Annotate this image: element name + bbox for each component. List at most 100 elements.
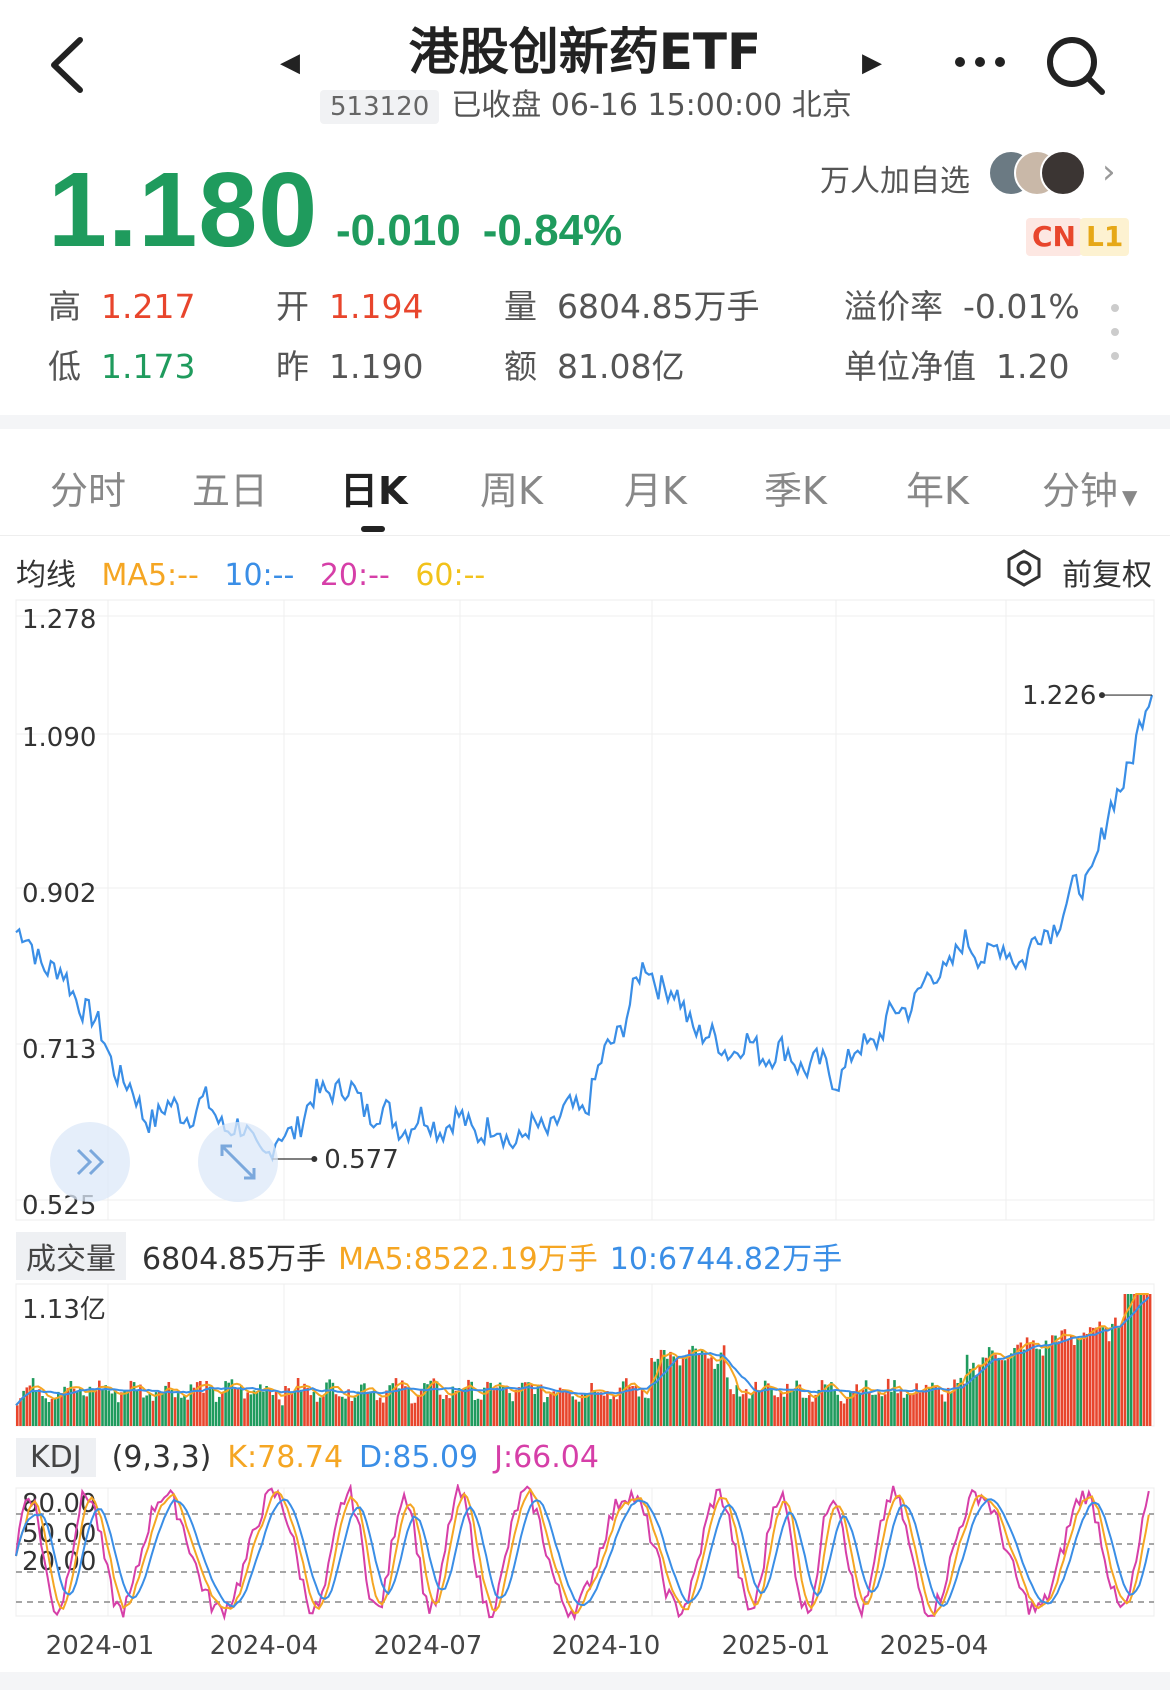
volume-bar bbox=[259, 1384, 262, 1426]
volume-bar bbox=[360, 1384, 363, 1426]
volume-bar bbox=[984, 1357, 988, 1426]
ma-label: 均线 bbox=[16, 558, 76, 593]
period-tabs: 分时 五日 日K 周K 月K 季K 年K 分钟 ▼ bbox=[0, 440, 1170, 536]
volume-bar bbox=[505, 1385, 508, 1426]
volume-bar bbox=[372, 1390, 376, 1426]
back-arrow-icon[interactable] bbox=[40, 30, 100, 100]
x-tick-label: 2024-01 bbox=[46, 1631, 155, 1661]
volume-bar bbox=[107, 1390, 111, 1426]
x-tick-label: 2024-07 bbox=[374, 1631, 483, 1661]
ma10-value: 10:-- bbox=[224, 558, 295, 593]
volume-bar bbox=[924, 1384, 928, 1426]
watcher-avatars[interactable] bbox=[988, 150, 1088, 198]
volume-bar bbox=[751, 1393, 754, 1426]
watchlist-count[interactable]: 万人加自选 bbox=[820, 164, 970, 199]
more-icon[interactable] bbox=[950, 42, 1010, 82]
volume-bar bbox=[678, 1365, 682, 1426]
volume-bar bbox=[950, 1392, 953, 1426]
volume-bar bbox=[63, 1386, 66, 1426]
volume-bar bbox=[57, 1391, 60, 1426]
double-chevron-icon bbox=[76, 1148, 105, 1176]
volume-bar bbox=[792, 1390, 795, 1426]
volume-bar bbox=[969, 1368, 972, 1426]
chevron-right-icon[interactable]: › bbox=[1102, 152, 1116, 192]
volume-bar bbox=[978, 1365, 981, 1426]
volume-bar bbox=[419, 1389, 423, 1426]
volume-bar bbox=[685, 1354, 688, 1426]
volume-bar bbox=[495, 1387, 499, 1426]
volume-bar bbox=[473, 1400, 477, 1426]
volume-bar bbox=[1126, 1294, 1130, 1426]
badge-cn[interactable]: CN bbox=[1026, 218, 1082, 256]
search-icon[interactable] bbox=[1040, 30, 1110, 100]
volume-bar bbox=[918, 1392, 922, 1426]
volume-bar bbox=[1066, 1339, 1070, 1426]
volume-bar bbox=[786, 1383, 789, 1426]
volume-bar bbox=[173, 1397, 177, 1426]
volume-bar bbox=[44, 1398, 47, 1426]
volume-bar bbox=[921, 1390, 925, 1426]
volume-label[interactable]: 成交量 bbox=[16, 1232, 126, 1280]
kdj-j-line bbox=[15, 1484, 1150, 1622]
tab-weekly-k[interactable]: 周K bbox=[480, 469, 543, 513]
prev-stock-icon[interactable]: ◀ bbox=[280, 48, 300, 78]
volume-bar bbox=[757, 1391, 761, 1426]
volume-bar bbox=[896, 1393, 899, 1426]
fullscreen-button[interactable] bbox=[198, 1122, 278, 1202]
volume-bar bbox=[934, 1386, 937, 1426]
volume-bar bbox=[956, 1383, 959, 1426]
volume-bar bbox=[1003, 1360, 1007, 1426]
volume-bar bbox=[700, 1349, 704, 1426]
volume-bar bbox=[192, 1387, 196, 1426]
volume-bar bbox=[413, 1402, 417, 1426]
volume-bar bbox=[584, 1393, 587, 1426]
volume-bar bbox=[858, 1392, 862, 1426]
badge-l1[interactable]: L1 bbox=[1080, 218, 1130, 256]
volume-bar bbox=[565, 1390, 568, 1426]
tab-quarterly-k[interactable]: 季K bbox=[764, 469, 827, 513]
tab-daily-k[interactable]: 日K bbox=[340, 469, 408, 513]
volume-bar bbox=[161, 1393, 164, 1426]
min-label: 0.577 bbox=[324, 1145, 398, 1175]
volume-bar bbox=[1022, 1349, 1026, 1426]
more-stats-icon[interactable] bbox=[1110, 302, 1120, 362]
volume-bar bbox=[568, 1393, 571, 1426]
volume-bar bbox=[230, 1379, 234, 1426]
volume-bar bbox=[287, 1388, 290, 1426]
stat-nav: 单位净值 1.20 bbox=[844, 347, 1070, 386]
volume-bar bbox=[233, 1387, 237, 1426]
volume-bar bbox=[331, 1382, 335, 1426]
tab-yearly-k[interactable]: 年K bbox=[906, 469, 969, 513]
volume-bar bbox=[1060, 1330, 1064, 1426]
volume-bar bbox=[735, 1385, 739, 1426]
kdj-k: K:78.74 bbox=[227, 1440, 344, 1475]
next-stock-icon[interactable]: ▶ bbox=[862, 48, 882, 78]
settings-icon[interactable] bbox=[1004, 548, 1044, 588]
kdj-label[interactable]: KDJ bbox=[16, 1438, 96, 1477]
x-tick-label: 2025-04 bbox=[880, 1631, 989, 1661]
volume-bar bbox=[117, 1402, 120, 1426]
dropdown-icon: ▼ bbox=[1122, 485, 1138, 509]
volume-bar bbox=[672, 1356, 675, 1426]
market-status: 已收盘 06-16 15:00:00 北京 bbox=[451, 88, 852, 123]
tab-minute[interactable]: 分钟 ▼ bbox=[1042, 469, 1138, 513]
tab-intraday[interactable]: 分时 bbox=[50, 469, 127, 513]
volume-chart[interactable]: 1.13亿 bbox=[0, 1280, 1170, 1430]
volume-bar bbox=[1107, 1341, 1111, 1426]
expand-sidebar-button[interactable] bbox=[50, 1122, 130, 1202]
volume-value: 6804.85万手 bbox=[142, 1242, 327, 1277]
volume-bar bbox=[126, 1391, 129, 1426]
volume-bar bbox=[31, 1378, 35, 1426]
volume-bar bbox=[912, 1394, 915, 1426]
volume-bar bbox=[1063, 1329, 1067, 1426]
volume-bar bbox=[943, 1401, 947, 1426]
adjust-mode[interactable]: 前复权 bbox=[1062, 558, 1152, 593]
volume-bar bbox=[85, 1396, 88, 1426]
tab-5day[interactable]: 五日 bbox=[192, 469, 269, 513]
volume-bar bbox=[442, 1399, 445, 1426]
volume-bar bbox=[782, 1396, 786, 1426]
tab-monthly-k[interactable]: 月K bbox=[624, 469, 687, 513]
volume-bar bbox=[744, 1389, 748, 1426]
